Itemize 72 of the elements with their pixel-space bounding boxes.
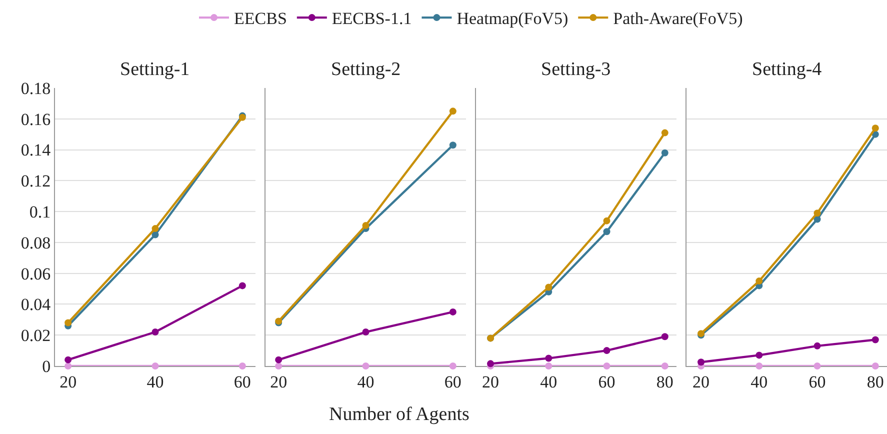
point <box>756 278 763 285</box>
point <box>872 362 879 370</box>
point <box>814 342 821 350</box>
point <box>603 228 610 236</box>
point <box>152 225 159 232</box>
x-tick-label: 40 <box>540 372 558 392</box>
point <box>814 362 821 370</box>
x-tick-label: 20 <box>482 372 500 392</box>
legend-label: EECBS <box>234 9 287 28</box>
x-tick-label: 80 <box>866 372 884 392</box>
y-tick-label: 0 <box>42 356 51 376</box>
x-tick-label: 20 <box>270 372 288 392</box>
x-tick-label: 80 <box>656 372 674 392</box>
y-tick-label: 0.08 <box>20 233 51 252</box>
point <box>449 308 456 316</box>
chart-title: Setting-3 <box>541 59 611 80</box>
x-tick-label: 40 <box>750 372 768 392</box>
point <box>64 319 72 326</box>
point <box>275 362 282 370</box>
y-tick-label: 0.16 <box>20 110 51 129</box>
point <box>362 362 370 370</box>
point <box>661 129 668 136</box>
point <box>238 362 246 370</box>
point <box>872 336 879 344</box>
point <box>362 328 370 336</box>
point <box>545 354 552 362</box>
x-tick-label: 20 <box>60 372 77 392</box>
chart-title: Setting-1 <box>120 59 190 80</box>
point <box>603 362 610 370</box>
y-tick-label: 0.06 <box>20 264 51 284</box>
chart-title: Setting-4 <box>752 59 822 80</box>
point <box>64 356 72 364</box>
x-tick-label: 40 <box>146 372 164 392</box>
point <box>449 362 456 370</box>
point <box>814 210 821 217</box>
point <box>64 362 72 370</box>
point <box>698 358 705 366</box>
point <box>362 222 370 229</box>
point <box>661 149 668 156</box>
chart-title: Setting-2 <box>331 59 401 80</box>
point <box>449 108 456 115</box>
y-tick-label: 0.1 <box>29 202 51 222</box>
y-tick-label: 0.02 <box>20 326 51 346</box>
x-tick-label: 60 <box>444 372 462 392</box>
y-tick-label: 0.14 <box>20 140 52 160</box>
legend-label: Heatmap(FoV5) <box>456 9 568 28</box>
x-tick-label: 40 <box>357 372 374 392</box>
point <box>603 347 610 354</box>
point <box>756 362 763 370</box>
point <box>872 124 879 132</box>
point <box>661 362 668 370</box>
point <box>487 360 494 368</box>
point <box>238 282 246 290</box>
point <box>152 362 159 370</box>
y-tick-label: 0.18 <box>20 78 51 98</box>
point <box>661 333 668 340</box>
x-tick-label: 60 <box>808 372 826 392</box>
x-tick-label: 60 <box>598 372 616 392</box>
point <box>449 142 456 149</box>
legend-label: EECBS-1.1 <box>332 9 412 28</box>
point <box>603 217 610 224</box>
x-tick-label: 60 <box>234 372 251 392</box>
point <box>756 352 763 359</box>
point <box>152 328 159 336</box>
point <box>545 284 552 291</box>
x-tick-label: 20 <box>692 372 710 392</box>
point <box>545 362 552 370</box>
x-axis-title: Number of Agents <box>329 404 470 425</box>
legend-label: Path-Aware(FoV5) <box>613 9 743 28</box>
y-tick-label: 0.12 <box>20 172 51 191</box>
point <box>275 356 282 364</box>
y-tick-label: 0.04 <box>20 295 52 314</box>
